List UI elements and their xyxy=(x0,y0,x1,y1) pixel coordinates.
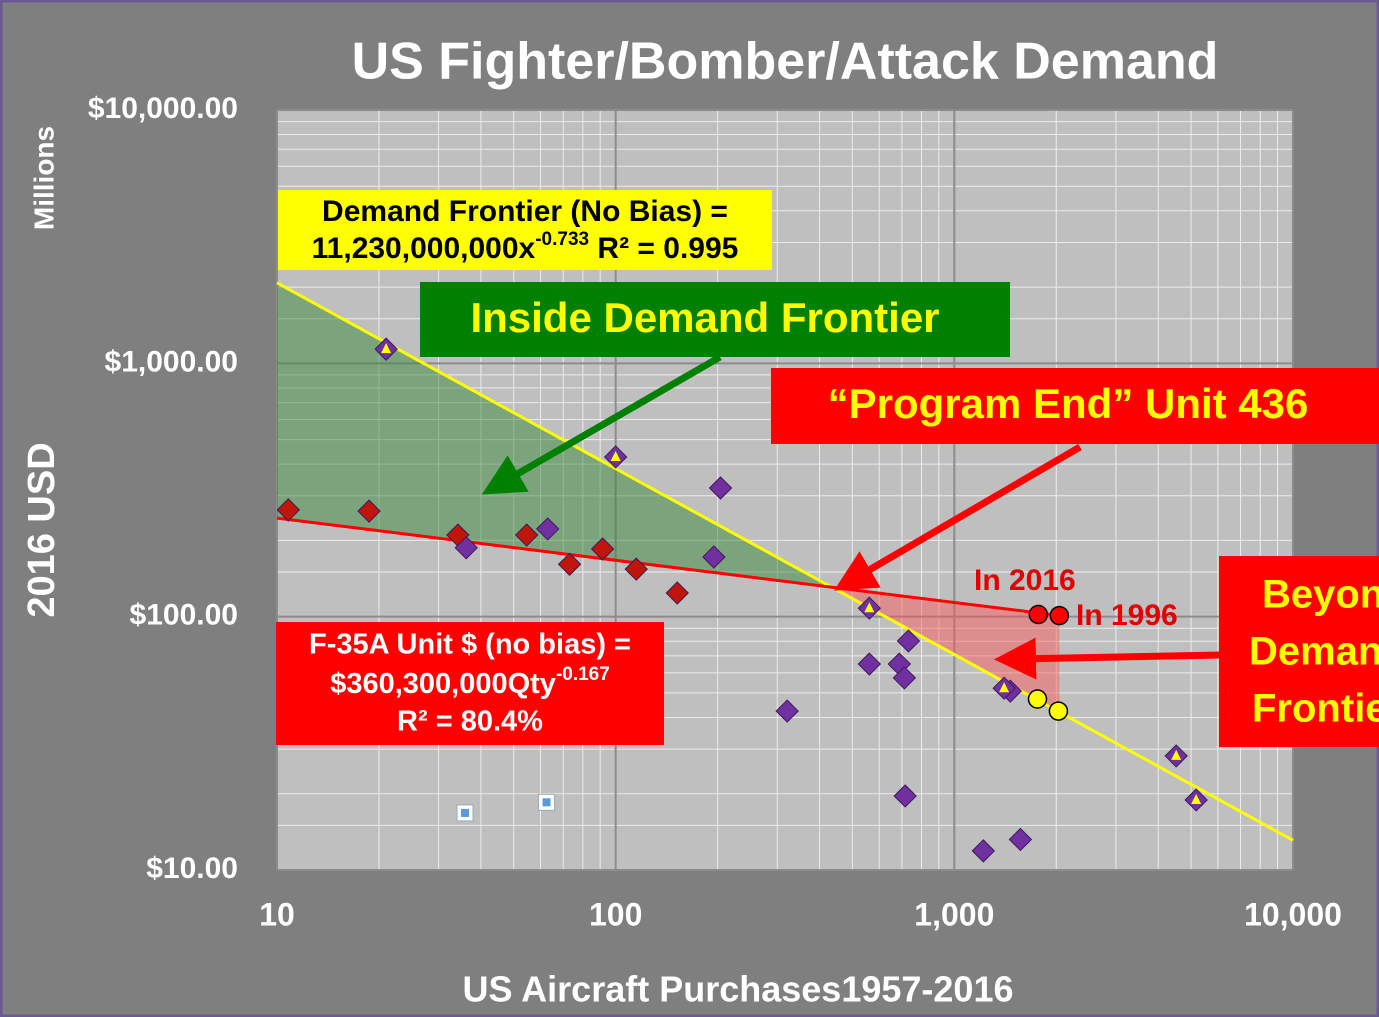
f35-eq: $360,300,000Qty xyxy=(330,668,556,700)
point-inner xyxy=(610,450,621,461)
f35-box xyxy=(276,622,664,745)
point xyxy=(454,536,478,560)
marks xyxy=(276,337,1208,863)
point-inner xyxy=(542,798,551,807)
y-tick-label: $10,000.00 xyxy=(88,92,238,125)
point xyxy=(1027,689,1048,709)
arrow xyxy=(994,637,1221,680)
labels: 10 100 1,000 10,000 $10.00 $100.00 $1,000.00 $1… xyxy=(88,92,1342,933)
x-tick-label: 10 xyxy=(259,896,295,932)
point xyxy=(276,498,301,522)
point-inner xyxy=(381,343,392,354)
point xyxy=(702,545,726,569)
inside-box xyxy=(420,282,1010,357)
point xyxy=(857,652,882,676)
point xyxy=(536,517,560,541)
point xyxy=(1028,604,1049,625)
point xyxy=(357,499,381,523)
frontier-exp: -0.733 xyxy=(535,229,589,250)
x-tick-label: 10,000 xyxy=(1244,896,1342,932)
point xyxy=(590,537,615,561)
frontier-eq: 11,230,000,000x xyxy=(312,232,536,265)
frontier-text: Demand Frontier (No Bias) = xyxy=(322,195,728,228)
point xyxy=(514,523,539,547)
x-axis-label: US Aircraft Purchases1957-2016 xyxy=(463,969,1014,1010)
frontier-text: 11,230,000,000x-0.733 R² = 0.995 xyxy=(312,229,739,265)
f35-text: R² = 80.4% xyxy=(397,706,543,738)
y-axis-unit: Millions xyxy=(28,126,59,230)
arrow xyxy=(481,353,722,495)
y-tick-label: $10.00 xyxy=(146,852,238,885)
point xyxy=(892,666,917,690)
point xyxy=(557,552,582,576)
frontier-r2: R² = 0.995 xyxy=(589,232,738,265)
annotations: Demand Frontier (No Bias) = 11,230,000,0… xyxy=(276,190,1379,747)
trend-line xyxy=(276,516,1060,618)
y-tick-label: $1,000.00 xyxy=(105,345,238,378)
beyond-box xyxy=(1219,556,1379,747)
chart-title: US Fighter/Bomber/Attack Demand xyxy=(352,33,1219,91)
point xyxy=(1048,701,1069,721)
beyond-text: Beyond xyxy=(1262,573,1379,617)
point-inner xyxy=(460,808,469,817)
inside-text: Inside Demand Frontier xyxy=(470,294,939,341)
point-inner xyxy=(999,682,1010,693)
trend-line xyxy=(276,281,1294,842)
f35-text: $360,300,000Qty-0.167 xyxy=(330,664,610,700)
y-axis-label: 2016 USD xyxy=(21,442,63,617)
point-inner xyxy=(1191,793,1202,804)
in1996-label: In 1996 xyxy=(1076,599,1178,632)
point-inner xyxy=(864,602,875,613)
point xyxy=(893,784,917,808)
program-end-text: “Program End” Unit 436 xyxy=(828,380,1309,427)
point xyxy=(896,629,921,653)
point xyxy=(708,476,733,500)
x-tick-label: 1,000 xyxy=(914,896,994,932)
program-end-box xyxy=(771,368,1379,444)
frontier-box xyxy=(278,190,772,270)
beyond-text: Frontier xyxy=(1252,687,1379,731)
point xyxy=(1008,827,1033,852)
point xyxy=(624,557,648,581)
f35-exp: -0.167 xyxy=(556,664,610,685)
y-tick-label: $100.00 xyxy=(130,599,238,632)
point xyxy=(665,581,689,605)
point xyxy=(775,699,799,723)
beyond-text: Demand xyxy=(1249,630,1379,674)
f35-text: F-35A Unit $ (no bias) = xyxy=(309,629,631,661)
point xyxy=(1049,605,1070,626)
point xyxy=(971,839,996,863)
point-inner xyxy=(1171,749,1182,760)
in2016-label: In 2016 xyxy=(974,564,1076,597)
arrow xyxy=(833,443,1082,591)
lines xyxy=(276,281,1294,842)
x-tick-label: 100 xyxy=(589,896,642,932)
